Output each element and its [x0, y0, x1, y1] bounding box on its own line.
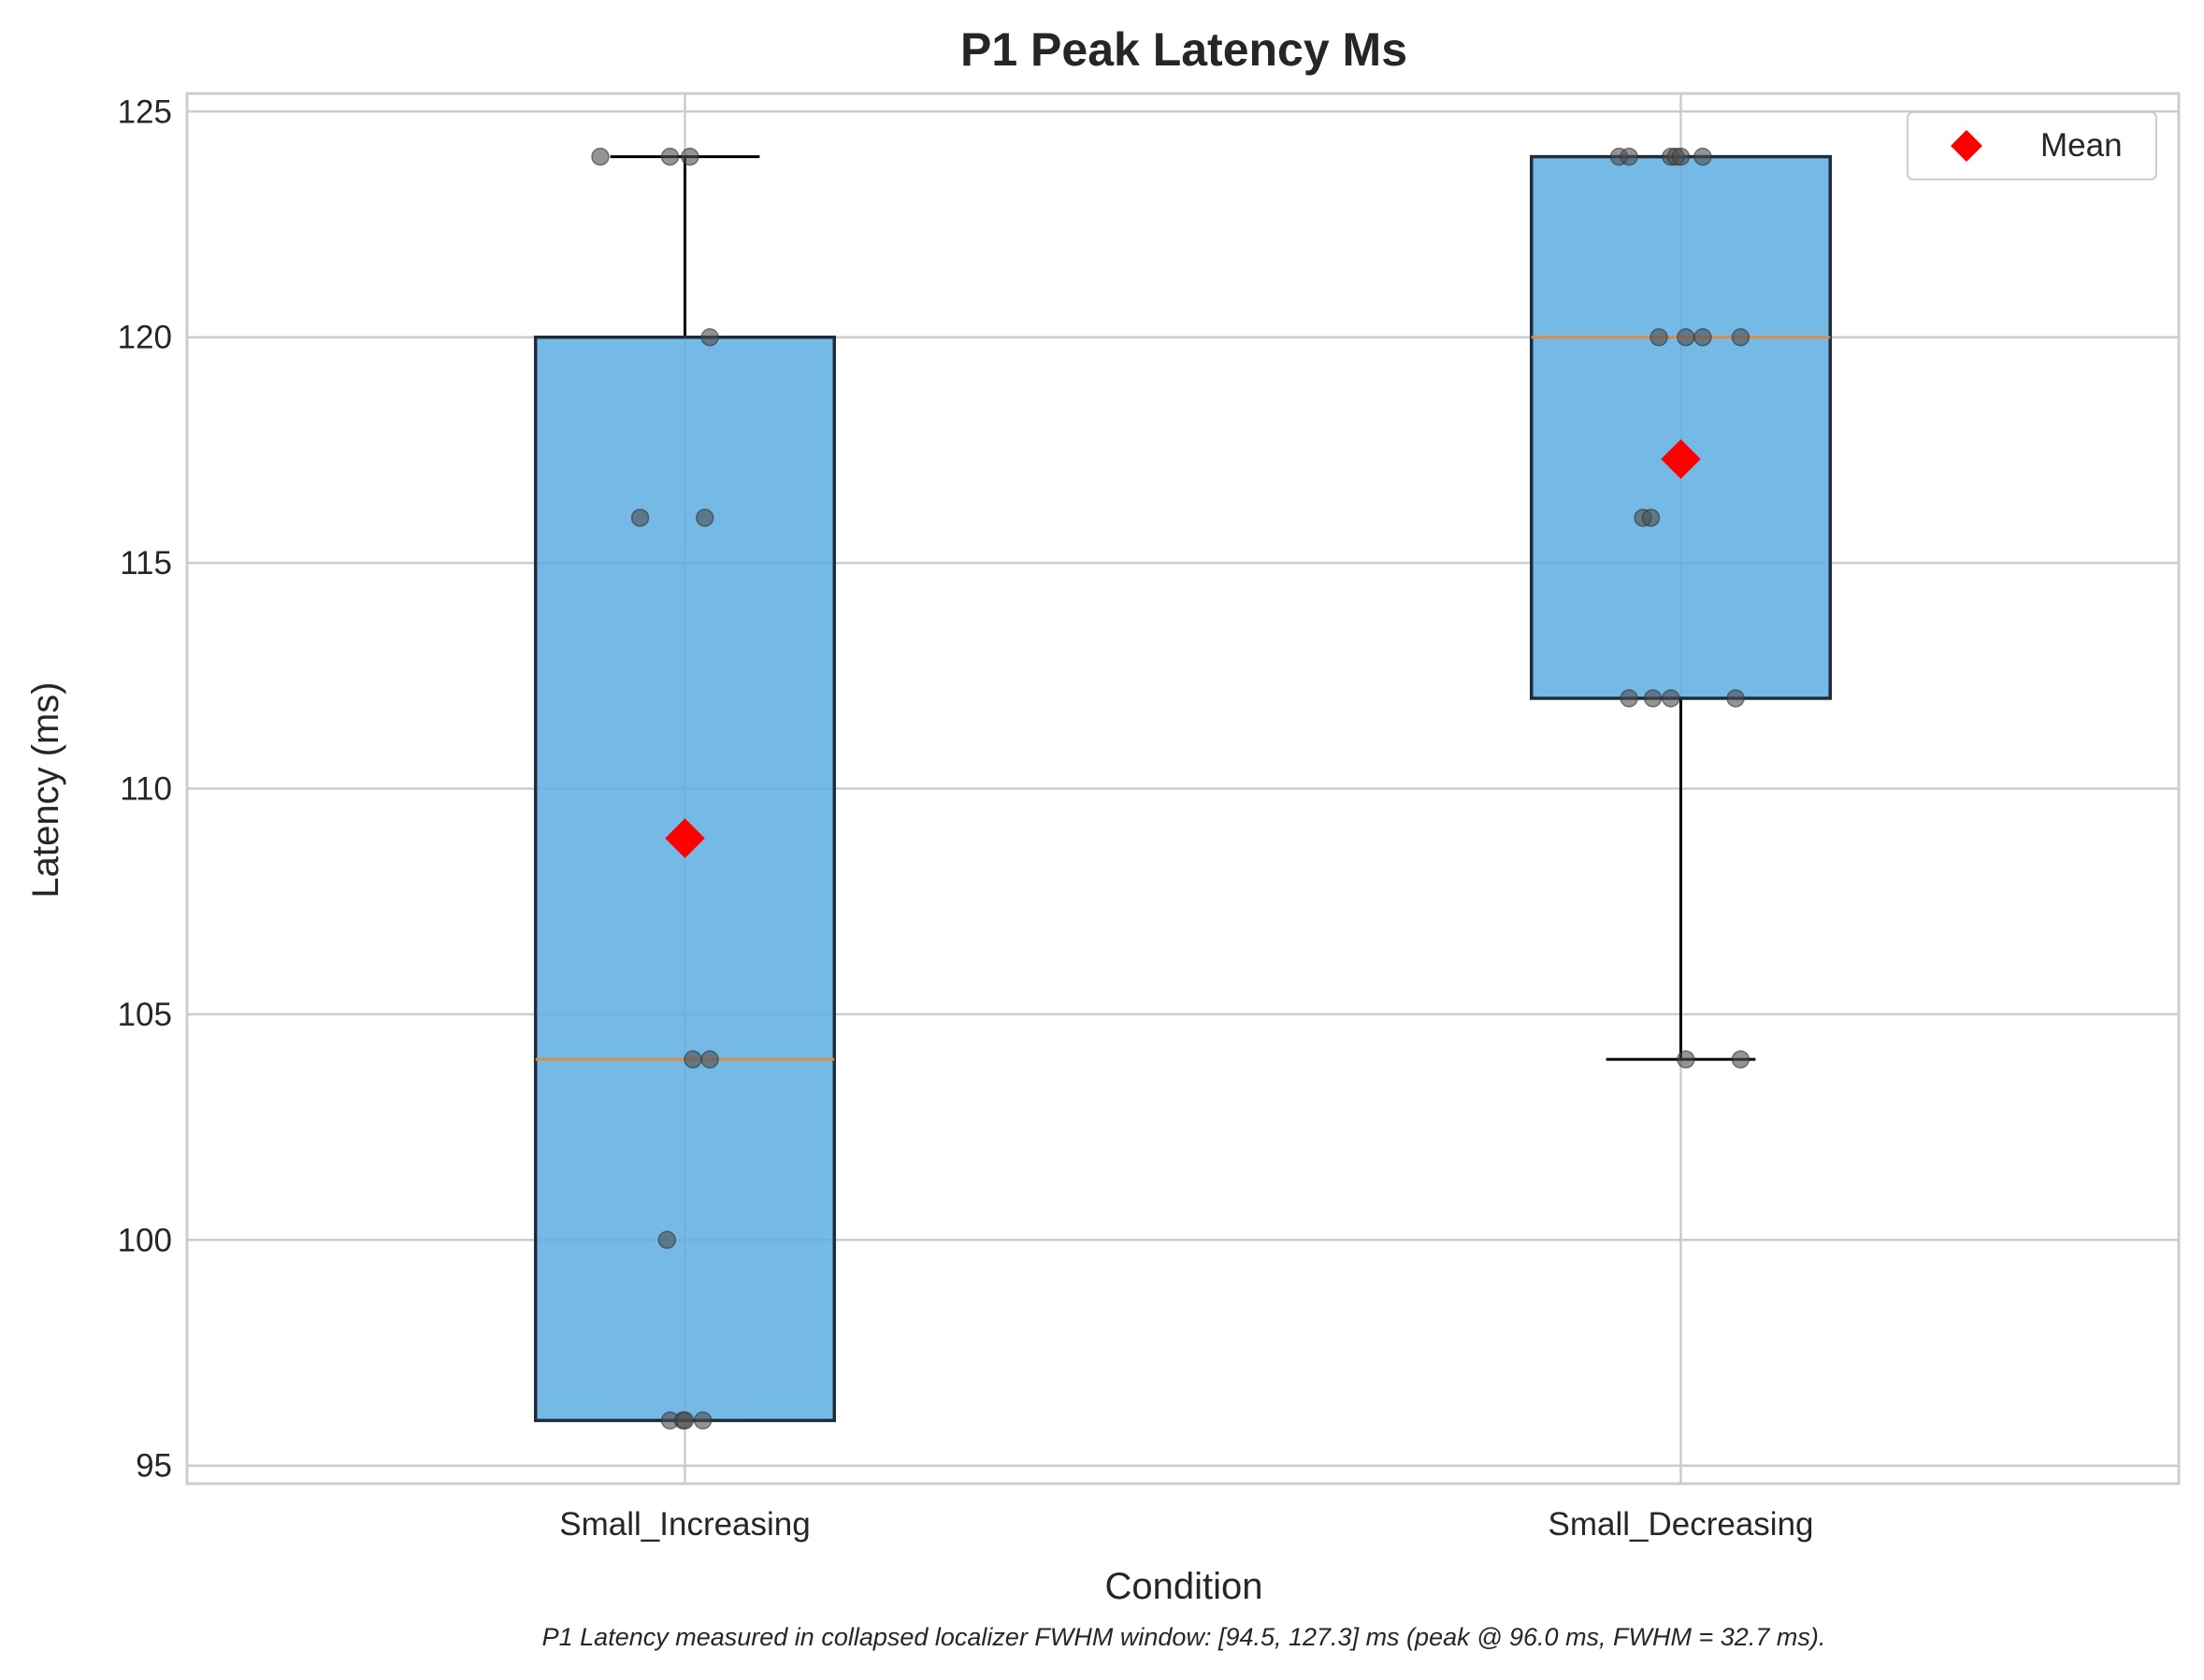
- data-point: [1677, 327, 1695, 347]
- y-tick-label: 95: [136, 1448, 172, 1485]
- data-point: [657, 1230, 677, 1250]
- data-point: [1671, 147, 1691, 166]
- footnote: P1 Latency measured in collapsed localiz…: [542, 1623, 1826, 1651]
- data-point: [1641, 509, 1661, 527]
- y-tick-label: 125: [118, 93, 172, 130]
- plot-frame: [185, 92, 2181, 1486]
- y-tick-label: 120: [118, 320, 172, 356]
- data-point: [1693, 147, 1712, 166]
- y-tick-label: 115: [120, 545, 172, 582]
- data-point: [630, 509, 650, 527]
- data-point: [1620, 689, 1638, 708]
- legend-label-mean: Mean: [2040, 127, 2123, 164]
- data-point: [1620, 147, 1638, 166]
- x-tick-label: Small_Decreasing: [1548, 1506, 1813, 1543]
- data-point: [675, 1411, 695, 1430]
- data-point: [1726, 689, 1745, 708]
- x-tick-label: Small_Increasing: [559, 1506, 810, 1543]
- data-point: [1649, 327, 1668, 347]
- y-axis-label: Latency (ms): [25, 682, 66, 897]
- y-tick-label: 100: [118, 1222, 172, 1258]
- data-point: [591, 147, 610, 166]
- legend-frame: [1907, 111, 2157, 180]
- mean-marker: [1661, 438, 1701, 480]
- data-point: [696, 509, 714, 527]
- data-point: [681, 147, 699, 166]
- data-point: [700, 1050, 719, 1069]
- data-point: [1731, 1050, 1750, 1069]
- boxes: [534, 154, 1832, 1423]
- axes-frame: [185, 92, 2181, 1486]
- data-point: [1693, 327, 1712, 347]
- data-point: [684, 1050, 702, 1069]
- box-iqr: [534, 335, 836, 1423]
- box-iqr: [1530, 154, 1832, 700]
- data-point: [1731, 327, 1750, 347]
- data-point: [660, 147, 680, 166]
- x-axis-label: Condition: [1104, 1566, 1262, 1607]
- chart-title: P1 Peak Latency Ms: [960, 23, 1407, 76]
- x-axis-ticks: Small_Increasing Small_Decreasing: [559, 1506, 1813, 1543]
- y-tick-label: 105: [118, 997, 172, 1033]
- data-point: [693, 1411, 713, 1430]
- y-axis-ticks: 95 100 105 110 115 120 125: [118, 93, 172, 1484]
- legend: Mean: [1907, 111, 2157, 180]
- y-tick-label: 110: [120, 771, 172, 808]
- data-point: [1643, 689, 1663, 708]
- grid-lines: [187, 93, 2179, 1484]
- data-point: [700, 327, 719, 347]
- data-point: [1677, 1050, 1695, 1069]
- data-point: [1662, 689, 1680, 708]
- data-points: [591, 147, 1750, 1430]
